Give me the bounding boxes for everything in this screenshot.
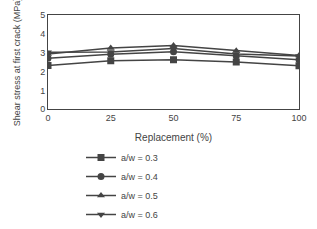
svg-text:50: 50 [168, 113, 178, 123]
svg-text:Replacement (%): Replacement (%) [135, 132, 212, 143]
svg-text:100: 100 [291, 113, 306, 123]
svg-text:4: 4 [40, 29, 45, 39]
svg-text:25: 25 [106, 113, 116, 123]
svg-text:5: 5 [40, 10, 45, 20]
svg-text:a/w = 0.6: a/w = 0.6 [121, 210, 158, 220]
svg-text:75: 75 [231, 113, 241, 123]
svg-text:a/w = 0.5: a/w = 0.5 [121, 191, 158, 201]
svg-text:a/w = 0.4: a/w = 0.4 [121, 172, 158, 182]
svg-text:Shear stress at first crack (M: Shear stress at first crack (MPa) [12, 0, 22, 126]
svg-text:3: 3 [40, 48, 45, 58]
svg-text:1: 1 [40, 86, 45, 96]
svg-text:0: 0 [45, 113, 50, 123]
svg-text:a/w = 0.3: a/w = 0.3 [121, 153, 158, 163]
svg-text:2: 2 [40, 67, 45, 77]
svg-text:0: 0 [40, 104, 45, 114]
